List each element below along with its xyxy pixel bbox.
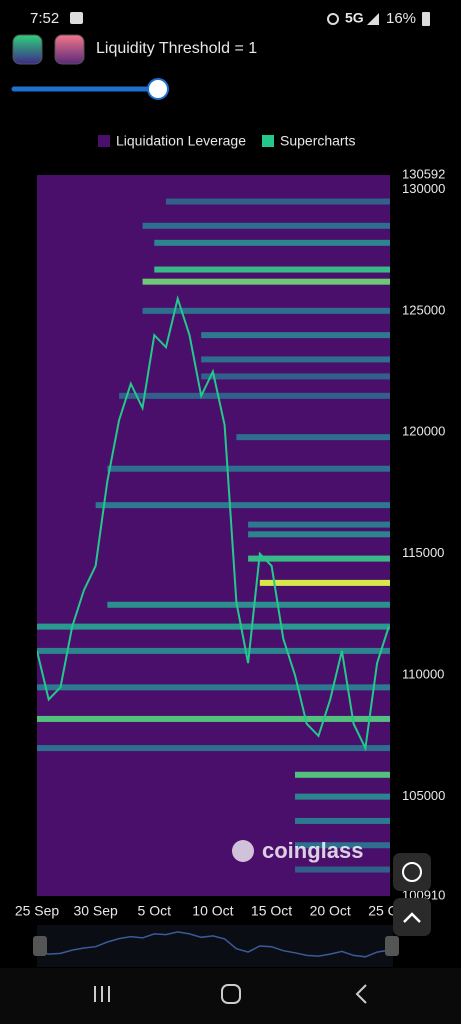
palette-green[interactable] bbox=[12, 34, 43, 65]
x-tick-label: 25 Sep bbox=[15, 903, 60, 919]
gallery-icon bbox=[70, 12, 83, 24]
chevron-up bbox=[403, 912, 421, 923]
status-network: 5G bbox=[345, 10, 364, 26]
legend-label: Supercharts bbox=[280, 133, 355, 149]
y-tick-label: 115000 bbox=[402, 545, 444, 560]
navigator[interactable] bbox=[37, 925, 393, 967]
x-tick-label: 10 Oct bbox=[192, 903, 233, 919]
liquidation-band bbox=[142, 222, 390, 229]
watermark-logo bbox=[232, 840, 254, 862]
navigator-series bbox=[36, 931, 389, 958]
price-line bbox=[37, 295, 390, 752]
liquidation-band bbox=[166, 198, 390, 205]
liquidation-band bbox=[295, 842, 390, 849]
liquidation-band bbox=[37, 647, 390, 654]
liquidation-band bbox=[201, 373, 390, 380]
liquidation-band bbox=[295, 771, 390, 778]
liquidation-band bbox=[37, 623, 390, 630]
liquidation-band bbox=[248, 521, 390, 528]
y-tick-label: 110000 bbox=[402, 667, 444, 682]
liquidation-band bbox=[37, 745, 390, 752]
navigator-handle-left[interactable] bbox=[33, 936, 47, 956]
liquidation-band bbox=[154, 266, 390, 273]
status-time: 7:52 bbox=[30, 10, 59, 27]
legend-label: Liquidation Leverage bbox=[116, 133, 246, 149]
liquidation-band bbox=[119, 392, 390, 399]
liquidation-band bbox=[248, 555, 390, 562]
navigator-line bbox=[36, 931, 389, 958]
battery-icon bbox=[422, 12, 430, 26]
x-tick-label: 30 Sep bbox=[73, 903, 118, 919]
liquidation-band bbox=[95, 502, 390, 509]
scroll-up-button[interactable] bbox=[393, 898, 431, 936]
liquidation-band bbox=[236, 434, 390, 441]
liquidation-band bbox=[107, 465, 390, 472]
plot-area bbox=[37, 175, 390, 896]
legend-swatch bbox=[98, 135, 110, 147]
threshold-label: Liquidity Threshold = 1 bbox=[96, 40, 257, 57]
y-tick-label: 130000 bbox=[402, 181, 445, 196]
liquidation-band bbox=[259, 579, 390, 586]
navigator-handle-right[interactable] bbox=[385, 936, 399, 956]
x-tick-label: 5 Oct bbox=[138, 903, 172, 919]
liquidation-band bbox=[295, 793, 390, 800]
slider-knob[interactable] bbox=[147, 78, 169, 100]
alarm-icon bbox=[327, 13, 339, 25]
liquidation-band bbox=[142, 307, 390, 314]
home-button[interactable] bbox=[221, 984, 241, 1004]
liquidation-band bbox=[107, 601, 390, 608]
liquidation-band bbox=[37, 684, 390, 691]
liquidation-band bbox=[201, 332, 390, 339]
y-tick-label: 105000 bbox=[402, 788, 445, 803]
recent-apps-button[interactable] bbox=[94, 986, 110, 1002]
x-tick-label: 20 Oct bbox=[310, 903, 351, 919]
x-tick-label: 15 Oct bbox=[251, 903, 292, 919]
liquidation-band bbox=[295, 817, 390, 824]
legend-swatch bbox=[262, 135, 274, 147]
alert-icon bbox=[402, 862, 422, 882]
nav-bar bbox=[0, 968, 461, 1024]
legend: Liquidation Leverage Supercharts bbox=[98, 133, 355, 149]
status-battery: 16% bbox=[386, 10, 416, 27]
watermark: coinglass bbox=[262, 838, 363, 863]
alert-button[interactable] bbox=[393, 853, 431, 891]
liquidation-band bbox=[295, 866, 390, 873]
liquidation-band bbox=[154, 239, 390, 246]
liquidation-band bbox=[37, 715, 390, 722]
y-tick-label: 125000 bbox=[402, 302, 445, 317]
back-button[interactable] bbox=[355, 984, 367, 1004]
y-tick-label: 130592 bbox=[402, 166, 445, 181]
signal-icon bbox=[367, 13, 379, 25]
liquidation-band bbox=[248, 531, 390, 538]
liquidation-band bbox=[142, 278, 390, 285]
palette-red[interactable] bbox=[54, 34, 85, 65]
liquidation-band bbox=[201, 356, 390, 363]
y-tick-label: 120000 bbox=[402, 424, 445, 439]
